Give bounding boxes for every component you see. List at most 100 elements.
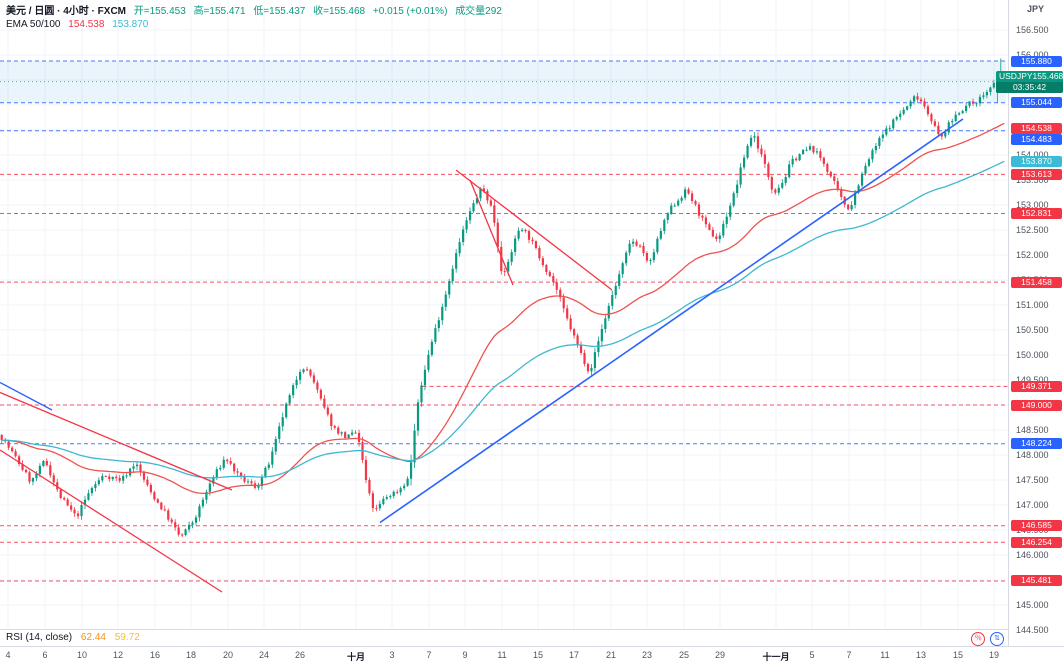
- candle-body: [399, 488, 402, 493]
- candle-body: [919, 99, 923, 102]
- candle-body: [305, 369, 309, 371]
- candle-body: [514, 238, 517, 252]
- candle-body: [961, 111, 964, 114]
- candle-body: [479, 188, 482, 199]
- trendline[interactable]: [0, 381, 53, 411]
- candle-body: [559, 289, 562, 298]
- candle-body: [323, 398, 326, 408]
- candle-body: [590, 368, 593, 372]
- candle-body: [871, 150, 874, 160]
- candle-body: [673, 205, 676, 207]
- candle-body: [208, 483, 211, 492]
- candle-body: [552, 276, 555, 283]
- candle-body: [434, 328, 437, 342]
- trendline[interactable]: [469, 179, 514, 286]
- time-tick-label: 6: [42, 650, 48, 660]
- trendline[interactable]: [379, 118, 964, 524]
- candle-body: [604, 318, 607, 329]
- candle-body: [812, 146, 815, 153]
- candle-body: [174, 522, 177, 528]
- candle-body: [406, 478, 409, 486]
- price-change: +0.015 (+0.01%): [372, 6, 448, 17]
- candle-body: [108, 476, 111, 480]
- candle-body: [427, 354, 430, 370]
- time-axis[interactable]: 4 6 10 12 16 18 20 24 26 十月 3 7 9 11 15 17 21 23 25 29 十一月 5 7…: [0, 646, 1064, 663]
- candle-body: [160, 502, 163, 510]
- trendline[interactable]: [0, 391, 233, 491]
- candle-body: [191, 522, 194, 525]
- candle-body: [968, 101, 971, 106]
- candle-body: [649, 260, 652, 262]
- candle-body: [337, 427, 340, 434]
- current-price-row: USDJPY 155.468: [996, 71, 1063, 82]
- candle-body: [670, 205, 673, 215]
- candle-body: [458, 242, 461, 254]
- candle-body: [482, 188, 486, 192]
- price-axis[interactable]: JPY 156.500156.000155.500155.000154.5001…: [996, 0, 1064, 646]
- candle-body: [396, 491, 399, 493]
- current-price-badge: USDJPY 155.468 03:35:42: [996, 70, 1063, 93]
- candle-body: [708, 224, 711, 230]
- candle-body: [711, 229, 714, 237]
- candle-body: [944, 132, 947, 137]
- candle-body: [264, 467, 267, 477]
- candle-body: [749, 137, 753, 146]
- candle-body: [389, 496, 392, 498]
- time-tick-label: 21: [606, 650, 617, 660]
- candle-body: [885, 128, 888, 135]
- candle-body: [149, 484, 152, 493]
- candle-body: [767, 163, 770, 178]
- candle-body: [292, 385, 295, 396]
- candle-body: [881, 134, 884, 138]
- ohlc-open: 开=155.453: [133, 6, 186, 17]
- candle-body: [451, 268, 454, 282]
- candle-body: [330, 414, 333, 426]
- trendline[interactable]: [0, 449, 223, 593]
- candle-body: [271, 451, 274, 465]
- price-tick-label: 156.500: [1016, 25, 1049, 35]
- candle-body: [611, 295, 614, 306]
- arrows-icon[interactable]: ⇅: [990, 632, 1004, 646]
- candle-body: [111, 476, 114, 480]
- candle-body: [566, 308, 569, 319]
- candle-body: [770, 177, 773, 190]
- percent-icon[interactable]: ％: [971, 632, 986, 646]
- candle-body: [777, 187, 780, 193]
- rsi-indicator-label[interactable]: RSI (14, close): [6, 632, 73, 643]
- candle-body: [781, 182, 784, 188]
- candle-body: [510, 252, 513, 262]
- candle-body: [45, 461, 48, 466]
- candle-body: [923, 101, 926, 107]
- candle-body: [420, 385, 423, 403]
- candle-body: [170, 519, 173, 523]
- candle-body: [455, 253, 458, 269]
- rsi-ma-value: 59.72: [114, 632, 140, 643]
- candle-body: [569, 318, 572, 330]
- price-label-badge: 145.481: [1011, 575, 1062, 587]
- candle-body: [368, 480, 371, 494]
- time-tick-label: 20: [222, 650, 233, 660]
- trendline[interactable]: [455, 169, 613, 291]
- ema-indicator-label[interactable]: EMA 50/100: [6, 19, 61, 30]
- candle-body: [680, 197, 683, 201]
- candle-body: [90, 488, 94, 494]
- candle-body: [76, 513, 80, 517]
- candle-body: [722, 223, 725, 236]
- symbol-title[interactable]: 美元 / 日圆 · 4小时 · FXCM: [6, 6, 126, 17]
- ema100-line: [1, 160, 1005, 479]
- candle-body: [638, 245, 642, 247]
- candle-body: [958, 113, 961, 115]
- candle-body: [177, 527, 180, 535]
- supply-zone[interactable]: [0, 61, 1006, 103]
- candle-body: [184, 529, 187, 535]
- candle-body: [527, 231, 531, 240]
- candle-body: [312, 375, 316, 383]
- candle-body: [548, 272, 551, 277]
- time-tick-label: 19: [989, 650, 1000, 660]
- candle-body: [694, 201, 697, 205]
- candle-body: [895, 117, 898, 120]
- candle-body: [989, 87, 992, 92]
- volume-value: 成交量292: [455, 6, 502, 17]
- candle-body: [472, 203, 475, 212]
